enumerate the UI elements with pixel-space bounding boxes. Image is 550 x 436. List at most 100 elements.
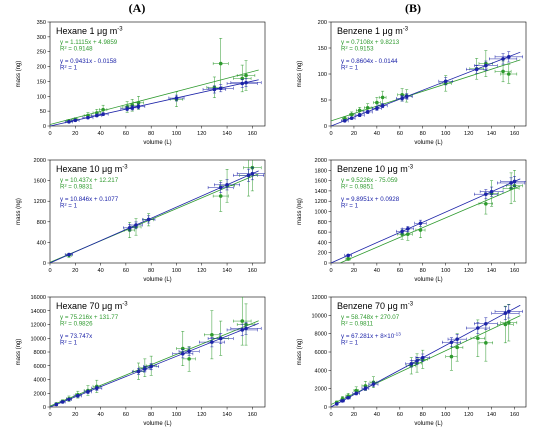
regression-equation-green: R² = 0.9831 bbox=[60, 184, 93, 191]
data-point-green bbox=[244, 73, 248, 78]
y-tick-label: 6000 bbox=[34, 364, 46, 370]
y-tick-label: 50 bbox=[40, 109, 46, 115]
x-tick-label: 60 bbox=[397, 268, 403, 274]
x-tick-label: 160 bbox=[510, 268, 519, 274]
x-axis-label: volume (L) bbox=[143, 277, 171, 283]
y-axis-label: mass (ng) bbox=[297, 198, 303, 225]
y-tick-label: 1000 bbox=[315, 210, 327, 216]
data-point-green bbox=[101, 107, 105, 112]
x-tick-label: 140 bbox=[222, 131, 231, 137]
data-point-green bbox=[218, 61, 223, 66]
x-tick-label: 60 bbox=[123, 131, 129, 137]
y-tick-label: 50 bbox=[321, 98, 327, 104]
data-point-green bbox=[357, 108, 362, 113]
x-axis-label: volume (L) bbox=[414, 140, 442, 146]
y-tick-label: 1400 bbox=[315, 189, 327, 195]
regression-equation-blue: y = 0.9431x - 0.0158 bbox=[60, 58, 117, 65]
data-point-green bbox=[365, 106, 370, 110]
panel-title: Benzene 1 μg m-3 bbox=[337, 26, 409, 36]
y-tick-label: 12000 bbox=[30, 323, 46, 329]
data-point-blue bbox=[244, 80, 248, 85]
regression-equation-green: R² = 0.9826 bbox=[60, 321, 93, 328]
data-point-blue bbox=[212, 87, 217, 92]
x-tick-label: 20 bbox=[72, 412, 78, 418]
x-tick-label: 20 bbox=[351, 131, 357, 137]
data-point-green bbox=[218, 194, 223, 198]
data-point-blue bbox=[484, 321, 488, 326]
data-point-blue bbox=[484, 192, 488, 196]
y-tick-label: 250 bbox=[37, 50, 46, 56]
x-tick-label: 120 bbox=[197, 268, 206, 274]
data-point-blue bbox=[101, 112, 105, 116]
y-tick-label: 8000 bbox=[315, 332, 327, 338]
regression-equation-blue: R² = 1 bbox=[341, 203, 359, 210]
data-point-blue bbox=[484, 63, 488, 68]
data-point-blue bbox=[346, 395, 351, 400]
x-tick-label: 40 bbox=[374, 268, 380, 274]
data-point-blue bbox=[501, 57, 505, 61]
fit-line-blue bbox=[50, 79, 259, 126]
x-tick-label: 80 bbox=[148, 412, 154, 418]
x-tick-label: 100 bbox=[441, 268, 450, 274]
x-tick-label: 120 bbox=[464, 131, 473, 137]
data-point-blue bbox=[127, 226, 132, 230]
data-point-blue bbox=[76, 394, 80, 398]
regression-equation-blue: R² = 1 bbox=[341, 340, 359, 347]
regression-equation-blue: R² = 1 bbox=[341, 65, 359, 72]
x-tick-label: 40 bbox=[97, 131, 103, 137]
data-point-blue bbox=[512, 179, 517, 184]
data-point-blue bbox=[418, 221, 423, 226]
data-point-blue bbox=[86, 115, 90, 120]
x-tick-label: 60 bbox=[397, 131, 403, 137]
y-tick-label: 300 bbox=[37, 35, 46, 41]
data-point-blue bbox=[476, 326, 480, 330]
y-tick-label: 2000 bbox=[34, 391, 46, 397]
y-tick-label: 0 bbox=[43, 124, 46, 130]
data-point-green bbox=[484, 201, 488, 206]
plot-area bbox=[331, 50, 523, 126]
data-point-green bbox=[406, 232, 410, 236]
plot-area bbox=[331, 170, 526, 263]
plot-area bbox=[50, 160, 265, 263]
y-tick-label: 0 bbox=[43, 405, 46, 411]
regression-equation-blue: y = 9.8951x + 0.0928 bbox=[341, 196, 400, 203]
y-tick-label: 200 bbox=[318, 251, 327, 257]
y-tick-label: 0 bbox=[324, 124, 327, 130]
x-tick-label: 100 bbox=[172, 268, 181, 274]
data-point-green bbox=[349, 112, 354, 117]
x-tick-label: 100 bbox=[441, 412, 450, 418]
data-point-blue bbox=[371, 382, 376, 386]
x-tick-label: 20 bbox=[72, 131, 78, 137]
x-tick-label: 120 bbox=[464, 268, 473, 274]
panel-title: Hexane 10 μg m-3 bbox=[56, 164, 128, 174]
data-point-blue bbox=[180, 351, 185, 356]
data-point-blue bbox=[143, 367, 147, 371]
data-point-blue bbox=[349, 116, 354, 120]
plot-area bbox=[50, 297, 262, 407]
data-point-blue bbox=[406, 227, 410, 231]
data-point-blue bbox=[134, 223, 138, 227]
y-tick-label: 2000 bbox=[34, 158, 46, 164]
x-tick-label: 80 bbox=[420, 131, 426, 137]
regression-equation-green: y = 75.216x + 131.77 bbox=[60, 314, 119, 321]
x-tick-label: 0 bbox=[48, 412, 51, 418]
y-tick-label: 4000 bbox=[34, 378, 46, 384]
y-tick-label: 1200 bbox=[315, 199, 327, 205]
fit-line-blue bbox=[50, 322, 259, 407]
data-point-blue bbox=[210, 340, 214, 344]
y-tick-label: 2000 bbox=[315, 158, 327, 164]
x-axis-label: volume (L) bbox=[414, 421, 442, 427]
data-point-green bbox=[476, 336, 480, 341]
data-point-blue bbox=[225, 183, 229, 187]
x-tick-label: 120 bbox=[197, 131, 206, 137]
data-point-blue bbox=[218, 336, 223, 341]
data-point-blue bbox=[415, 358, 419, 363]
plot-frame bbox=[49, 21, 266, 127]
y-tick-label: 200 bbox=[318, 20, 327, 26]
fit-line-blue bbox=[331, 178, 521, 263]
data-point-blue bbox=[67, 397, 71, 402]
regression-equation-blue: y = 0.8604x - 0.0144 bbox=[341, 58, 398, 65]
data-point-blue bbox=[240, 328, 245, 332]
x-tick-label: 20 bbox=[72, 268, 78, 274]
